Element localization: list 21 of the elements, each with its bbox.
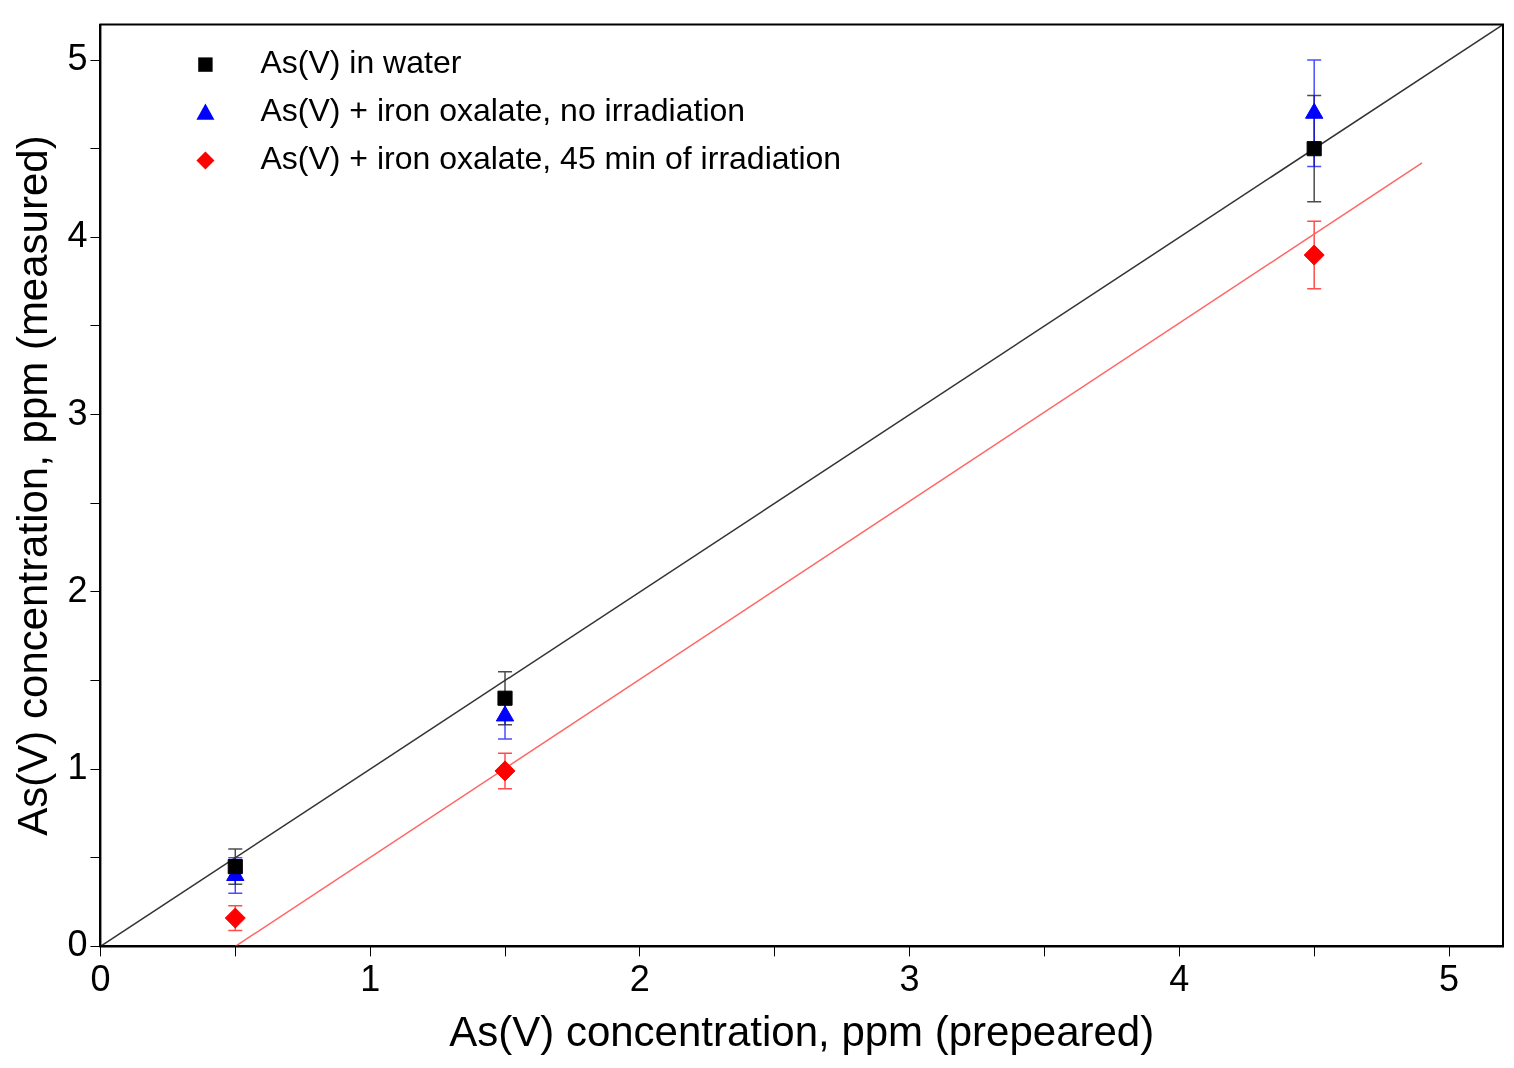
- x-tick-label: 5: [1439, 957, 1460, 999]
- point: [497, 690, 513, 706]
- y-tick-label: 2: [67, 568, 88, 610]
- point: [494, 760, 516, 782]
- y-tick-label: 0: [67, 923, 88, 965]
- y-tick-label: 1: [67, 746, 88, 788]
- x-tick-label: 3: [899, 957, 920, 999]
- y-tick-label: 5: [67, 36, 88, 78]
- y-axis-title: As(V) concentration, ppm (measured): [8, 135, 56, 836]
- legend-label: As(V) + iron oxalate, 45 min of irradiation: [260, 140, 842, 177]
- y-tick-label: 3: [67, 391, 88, 433]
- x-axis-title: As(V) concentration, ppm (prepeared): [449, 1008, 1155, 1056]
- point: [1306, 141, 1322, 157]
- y-tick-label: 4: [67, 214, 88, 256]
- point: [1303, 244, 1325, 266]
- x-tick-label: 1: [360, 957, 381, 999]
- legend-label: As(V) in water: [260, 44, 462, 81]
- legend-label: As(V) + iron oxalate, no irradiation: [260, 92, 746, 129]
- x-tick-label: 2: [629, 957, 650, 999]
- point: [227, 859, 243, 875]
- x-tick-label: 4: [1169, 957, 1190, 999]
